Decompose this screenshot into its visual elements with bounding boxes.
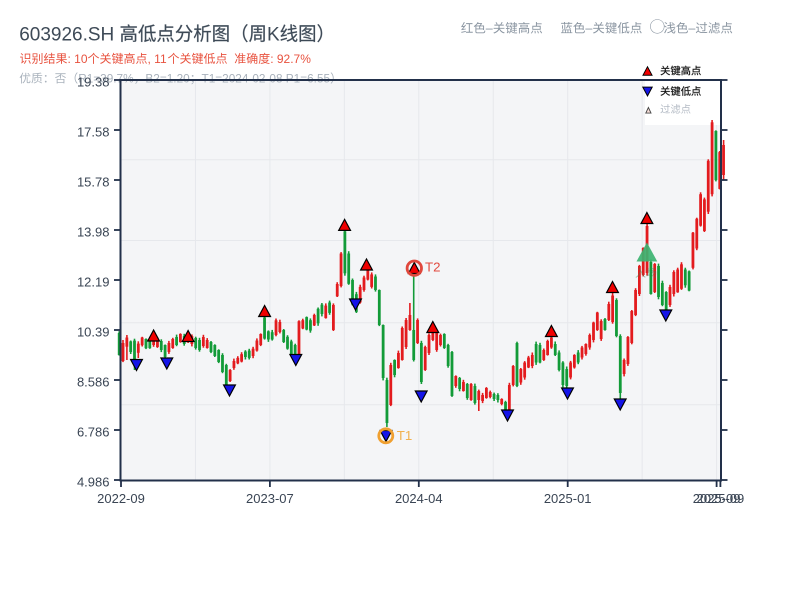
svg-text:–: – xyxy=(585,22,592,36)
svg-text:2025-01: 2025-01 xyxy=(544,491,592,506)
svg-text:T2: T2 xyxy=(425,260,441,275)
svg-text:2025-09: 2025-09 xyxy=(697,491,745,506)
svg-text:2024-04: 2024-04 xyxy=(395,491,443,506)
svg-text:B2=1.20: B2=1.20 xyxy=(145,72,190,86)
svg-text:2022-09: 2022-09 xyxy=(97,491,145,506)
svg-text:603926.SH: 603926.SH xyxy=(19,24,114,45)
svg-text:6.786: 6.786 xyxy=(77,424,110,439)
svg-text:12.19: 12.19 xyxy=(77,274,110,289)
svg-text:: 10: : 10 xyxy=(68,52,88,66)
svg-text:8.586: 8.586 xyxy=(77,374,110,389)
svg-text:10.39: 10.39 xyxy=(77,324,110,339)
svg-text:4.986: 4.986 xyxy=(77,474,110,489)
svg-text:K: K xyxy=(267,24,280,45)
svg-text:2023-07: 2023-07 xyxy=(246,491,294,506)
svg-text:13.98: 13.98 xyxy=(77,224,110,239)
svg-text:T1: T1 xyxy=(397,428,413,443)
svg-text:–: – xyxy=(688,22,695,36)
svg-text:2025-09: 2025-09 xyxy=(693,491,741,506)
svg-text:: 92.7%: : 92.7% xyxy=(270,52,311,66)
svg-text:19.38: 19.38 xyxy=(77,74,110,89)
svg-text:–: – xyxy=(486,22,493,36)
svg-text:, 11: , 11 xyxy=(148,52,167,66)
svg-text:T1=2024-02-08 P1=6.55: T1=2024-02-08 P1=6.55 xyxy=(202,72,331,86)
svg-text:15.78: 15.78 xyxy=(77,174,110,189)
svg-text:17.58: 17.58 xyxy=(77,124,110,139)
